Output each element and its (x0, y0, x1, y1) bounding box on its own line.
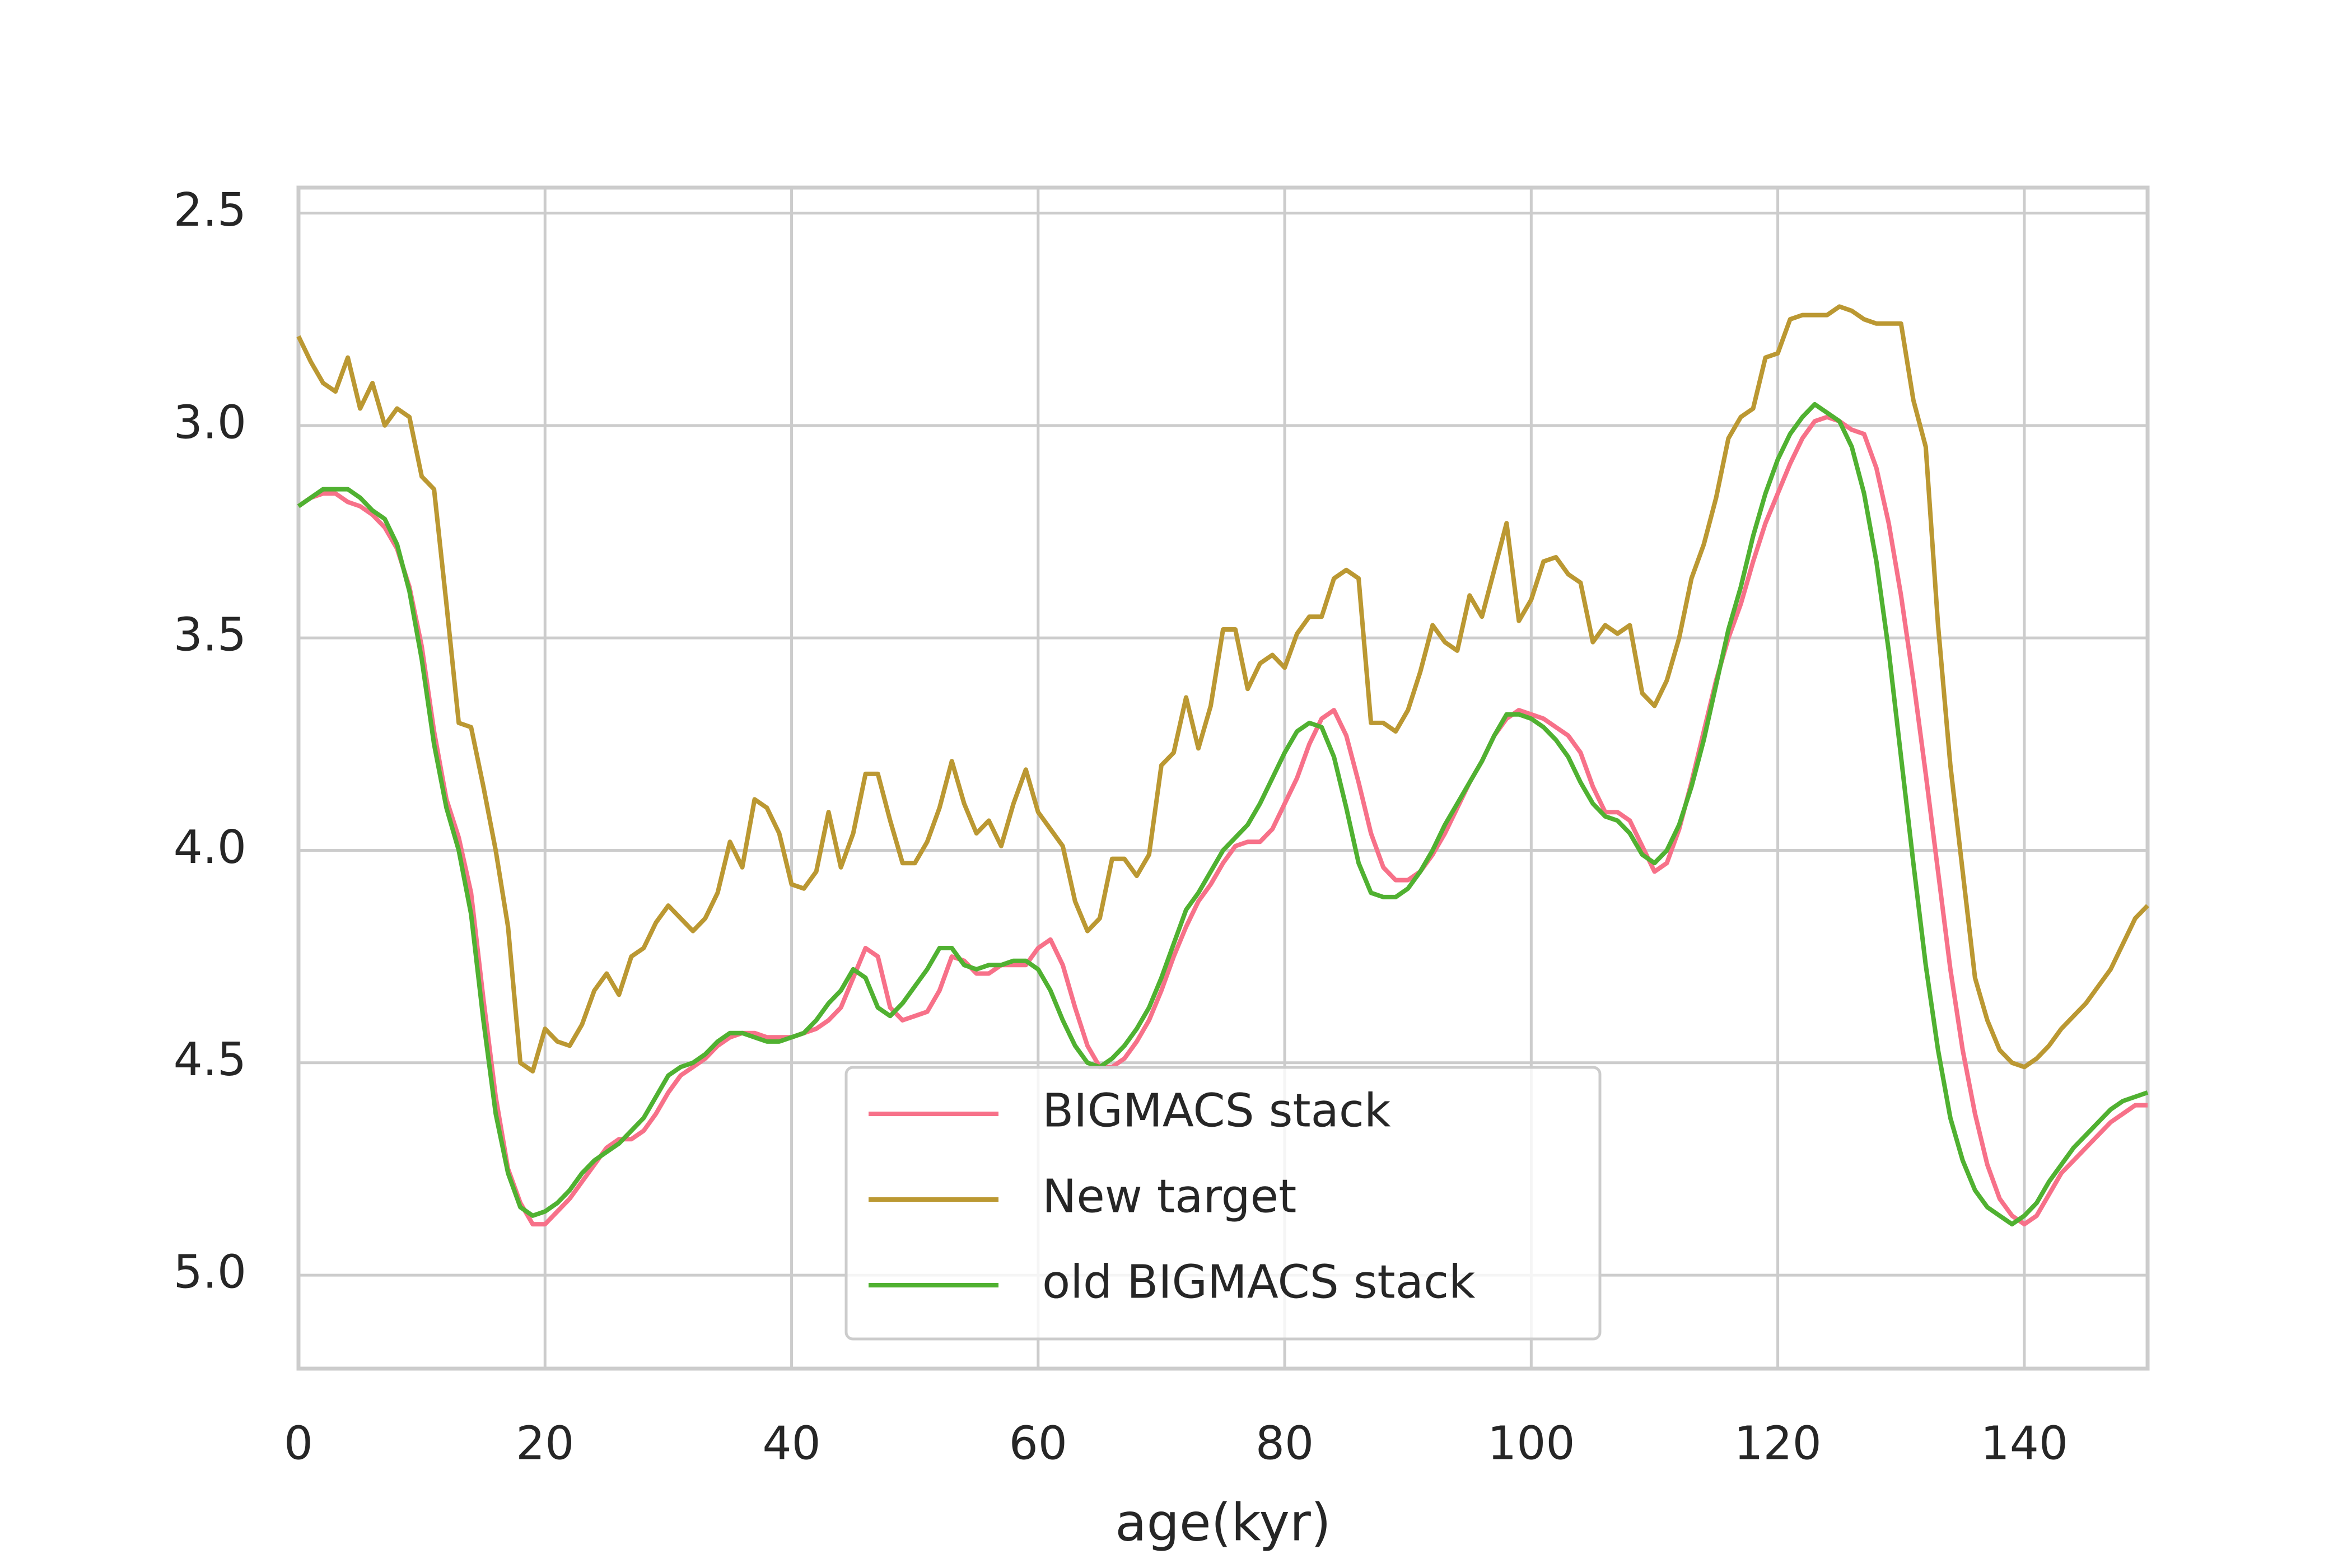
legend: BIGMACS stack New target old BIGMACS stack (844, 1066, 1602, 1341)
series-line (296, 304, 2149, 1074)
x-tick-label: 20 (516, 1417, 574, 1470)
x-tick-label: 0 (284, 1417, 313, 1470)
x-tick-label: 140 (1981, 1417, 2069, 1470)
series-line (297, 402, 2149, 1227)
y-tick-label: 3.0 (174, 396, 246, 449)
y-tick-label: 5.0 (174, 1246, 246, 1299)
x-tick-label: 40 (762, 1417, 820, 1470)
x-axis-label: age(kyr) (1115, 1492, 1331, 1552)
y-tick-label: 3.5 (174, 609, 246, 662)
x-tick-label: 60 (1009, 1417, 1067, 1470)
y-tick-label: 2.5 (174, 184, 246, 237)
legend-label: old BIGMACS stack (1042, 1256, 1476, 1309)
x-tick-label: 120 (1734, 1417, 1822, 1470)
x-tick-label: 80 (1256, 1417, 1314, 1470)
y-tick-label: 4.0 (174, 821, 246, 874)
plot-frame (296, 185, 2150, 1371)
x-tick-label: 100 (1487, 1417, 1575, 1470)
legend-label: New target (1042, 1170, 1296, 1223)
y-tick-label: 4.5 (174, 1033, 246, 1086)
legend-box (844, 1066, 1602, 1341)
legend-label: BIGMACS stack (1042, 1084, 1391, 1137)
